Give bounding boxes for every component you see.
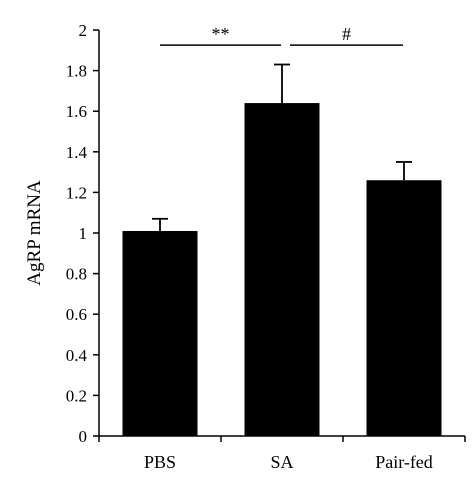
- x-tick-label: Pair-fed: [375, 452, 433, 472]
- bar: [244, 103, 320, 436]
- x-axis: PBS SA Pair-fed: [98, 435, 466, 472]
- x-tick-label: PBS: [144, 452, 176, 472]
- y-tick-label: 0.2: [66, 386, 87, 405]
- error-bars: [152, 63, 412, 231]
- y-tick-label: 2: [79, 21, 88, 40]
- y-tick-label: 1.8: [66, 62, 87, 81]
- bar: [366, 180, 442, 436]
- significance-label: #: [342, 24, 351, 44]
- y-tick-label: 1: [79, 224, 88, 243]
- y-axis-ticks: 0 0.2 0.4 0.6 0.8 1 1.2 1.4 1.6 1.8 2: [66, 21, 99, 446]
- y-tick-label: 0.8: [66, 265, 87, 284]
- y-tick-label: 1.2: [66, 183, 87, 202]
- y-tick-label: 0.4: [66, 346, 88, 365]
- significance-annotations: ** #: [160, 24, 403, 46]
- x-tick-label: SA: [270, 452, 293, 472]
- y-tick-label: 0: [79, 427, 88, 446]
- significance-label: **: [212, 24, 230, 44]
- y-tick-label: 0.6: [66, 305, 87, 324]
- y-tick-label: 1.6: [66, 102, 87, 121]
- y-axis-title: AgRP mRNA: [24, 180, 45, 286]
- bars: [122, 103, 442, 436]
- bar: [122, 230, 198, 436]
- y-tick-label: 1.4: [66, 143, 88, 162]
